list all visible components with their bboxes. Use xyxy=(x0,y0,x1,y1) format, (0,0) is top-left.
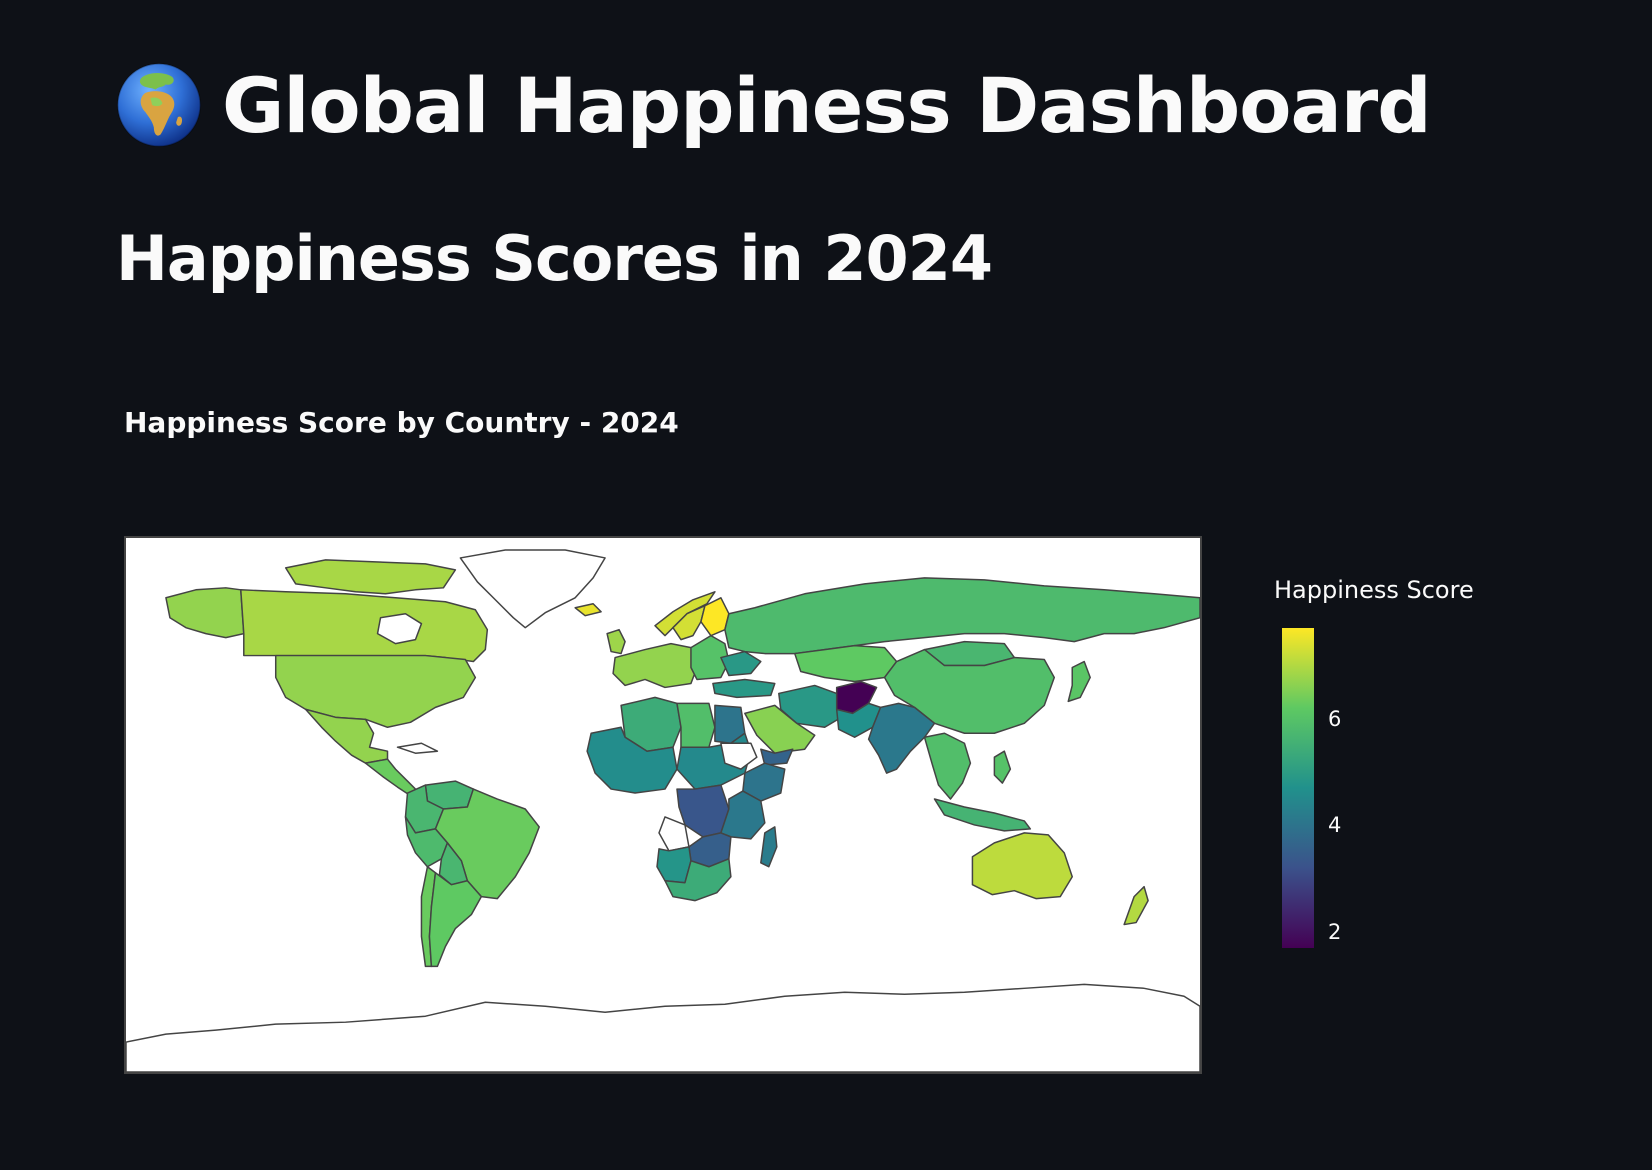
app-title-text: Global Happiness Dashboard xyxy=(222,60,1432,150)
region-iceland[interactable] xyxy=(574,603,602,617)
region-indonesia[interactable] xyxy=(933,798,1032,832)
region-western-europe[interactable] xyxy=(612,642,698,689)
region-norway[interactable] xyxy=(654,591,716,637)
choropleth-map[interactable] xyxy=(124,536,1202,1074)
region-united-states[interactable] xyxy=(274,654,477,729)
region-alaska[interactable] xyxy=(165,587,245,639)
region-southeast-asia[interactable] xyxy=(923,732,972,800)
region-turkey[interactable] xyxy=(712,678,776,699)
region-libya[interactable] xyxy=(676,702,716,748)
water-hudson-bay xyxy=(376,612,423,645)
region-cuba[interactable] xyxy=(396,742,439,754)
region-canada-islands[interactable] xyxy=(284,559,457,595)
region-kazakhstan[interactable] xyxy=(794,644,898,683)
colorbar-tick-6: 6 xyxy=(1328,706,1342,731)
colorbar-tick-4: 4 xyxy=(1328,813,1342,838)
region-russia[interactable] xyxy=(724,577,1200,655)
app-title: Global Happiness Dashboard xyxy=(116,50,1432,160)
region-eastern-europe[interactable] xyxy=(690,634,730,681)
map-title: Happiness Score by Country - 2024 xyxy=(124,406,679,439)
region-yemen[interactable] xyxy=(760,748,794,766)
region-canada[interactable] xyxy=(240,589,489,663)
region-greenland[interactable] xyxy=(459,549,606,629)
region-no-data-sudan[interactable] xyxy=(720,742,758,770)
region-mexico[interactable] xyxy=(304,708,389,764)
region-australia[interactable] xyxy=(971,832,1073,900)
region-argentina[interactable] xyxy=(428,871,483,968)
region-antarctica[interactable] xyxy=(126,983,1200,1072)
region-japan[interactable] xyxy=(1067,660,1091,703)
region-philippines[interactable] xyxy=(993,750,1012,784)
region-ukraine[interactable] xyxy=(720,650,762,677)
colorbar-tick-2: 2 xyxy=(1328,920,1342,944)
region-south-africa[interactable] xyxy=(664,858,732,902)
globe-europe-africa-icon xyxy=(116,62,202,148)
region-new-zealand[interactable] xyxy=(1123,885,1149,926)
region-india[interactable] xyxy=(867,702,936,774)
region-saudi-arabia[interactable] xyxy=(744,704,816,754)
region-united-kingdom[interactable] xyxy=(606,628,626,655)
section-title: Happiness Scores in 2024 xyxy=(116,222,993,295)
colorbar xyxy=(1282,628,1314,948)
region-east-africa[interactable] xyxy=(720,790,766,840)
map-canvas[interactable] xyxy=(126,538,1200,1072)
region-west-africa[interactable] xyxy=(586,726,678,794)
colorbar-title: Happiness Score xyxy=(1274,576,1474,604)
region-central-america[interactable] xyxy=(364,758,417,796)
region-madagascar[interactable] xyxy=(760,826,778,868)
